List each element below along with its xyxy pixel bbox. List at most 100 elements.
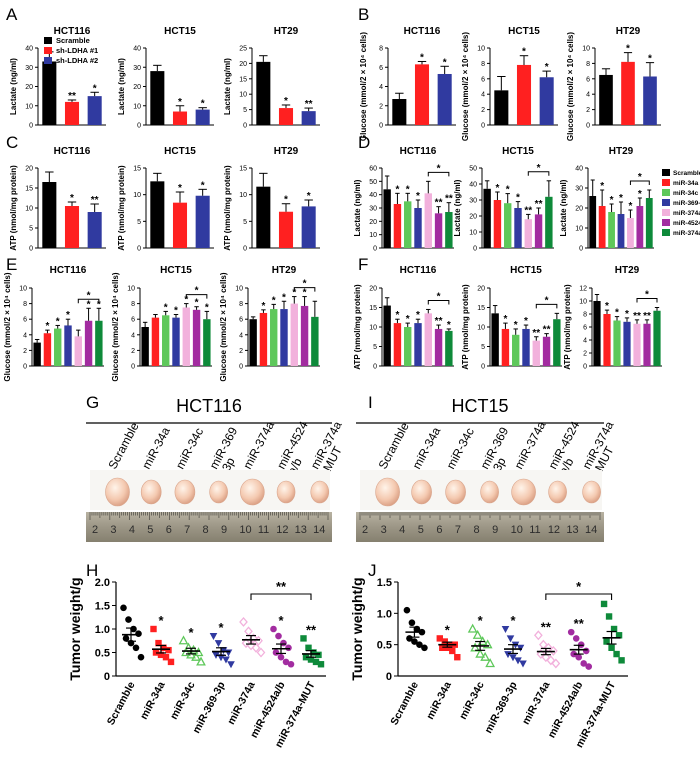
data-point <box>441 638 448 645</box>
significance-star: * <box>443 57 447 68</box>
bar <box>42 182 57 248</box>
bar <box>514 208 522 248</box>
group-label-line: Scramble <box>376 420 412 472</box>
group-label: miR-34c <box>444 425 477 471</box>
ruler-number: 4 <box>399 524 405 536</box>
data-point <box>572 635 580 642</box>
data-point <box>217 654 225 662</box>
tumor <box>548 480 567 504</box>
ruler-number: 9 <box>492 524 498 536</box>
data-point <box>193 647 204 657</box>
category-label: miR-369-3p <box>482 680 519 736</box>
significance-star: * <box>205 302 209 313</box>
data-point <box>305 644 312 651</box>
ruler-number: 13 <box>566 524 578 536</box>
significance-star: * <box>45 321 49 332</box>
significance-star: * <box>201 180 205 191</box>
bar <box>424 193 432 248</box>
y-axis-title: Lactate (ng/ml) <box>353 179 362 236</box>
y-tick-label: 2 <box>379 103 383 110</box>
y-tick-label: 0 <box>373 364 377 371</box>
significance-star: ** <box>574 616 585 631</box>
data-point <box>310 649 317 656</box>
data-point <box>300 635 307 642</box>
legend-label: miR-34a <box>673 180 699 187</box>
group-label-line: Scramble <box>105 420 141 472</box>
data-point <box>436 635 443 642</box>
bracket-star: * <box>303 279 307 290</box>
data-point <box>317 661 325 668</box>
y-tick-label: 8 <box>481 61 485 68</box>
group-label: miR-374a-MUT <box>580 419 628 477</box>
bar <box>259 312 268 366</box>
significance-star: * <box>178 183 182 194</box>
significance-star: * <box>70 193 74 204</box>
data-point <box>155 639 162 647</box>
y-tick-label: 0 <box>137 123 141 130</box>
data-point <box>219 647 228 655</box>
bar <box>424 313 432 366</box>
chart-title: HT29 <box>616 26 641 37</box>
data-point <box>227 661 235 669</box>
y-tick-label: 30 <box>369 206 377 213</box>
significance-star: ** <box>435 198 443 209</box>
data-point <box>533 630 543 641</box>
data-point <box>285 644 292 652</box>
data-point <box>241 638 251 649</box>
bar <box>643 76 657 125</box>
ruler-number: 10 <box>239 524 251 536</box>
bar <box>593 301 601 366</box>
bar <box>534 214 543 248</box>
significance-star: * <box>522 47 526 58</box>
significance-star: * <box>478 613 484 628</box>
y-tick-label: 8 <box>131 301 135 308</box>
significance-star: * <box>87 299 91 310</box>
tumor <box>375 477 400 507</box>
bar <box>434 213 443 248</box>
significance-star: ** <box>643 311 651 322</box>
ruler-number: 8 <box>203 524 209 536</box>
y-tick-label: 40 <box>25 46 33 53</box>
y-tick-label: 0 <box>386 671 392 683</box>
significance-star: * <box>93 83 97 94</box>
y-tick-label: 5 <box>137 219 141 226</box>
significance-star: * <box>195 298 199 309</box>
y-tick-label: 0 <box>137 246 141 253</box>
tumor <box>582 480 601 504</box>
tumor <box>174 479 196 505</box>
bracket <box>629 180 650 185</box>
bar <box>542 336 551 366</box>
data-point <box>504 651 512 659</box>
bracket-star: * <box>437 163 441 174</box>
bar <box>383 189 391 248</box>
bar <box>598 206 606 248</box>
significance-star: * <box>545 62 549 73</box>
data-point <box>181 647 191 657</box>
bracket-star: * <box>537 163 541 174</box>
data-point <box>416 641 423 648</box>
y-tick-label: 10 <box>369 232 377 239</box>
chart-title: HCT116 <box>54 26 91 37</box>
significance-star: * <box>158 613 164 628</box>
y-tick-label: 10 <box>235 286 243 293</box>
tumor <box>445 479 466 505</box>
significance-star: * <box>610 195 614 206</box>
panel-letter-g: G <box>86 393 99 412</box>
significance-star: ** <box>532 328 540 339</box>
chart-title: HCT15 <box>164 26 196 37</box>
legend-swatch <box>662 219 670 226</box>
bracket <box>293 287 316 292</box>
y-tick-label: 6 <box>23 317 27 324</box>
y-tick-label: 5 <box>243 219 247 226</box>
group-label: miR-374a <box>240 419 277 472</box>
y-tick-label: 10 <box>133 192 141 199</box>
data-point <box>277 653 285 661</box>
y-tick-label: 30 <box>25 65 33 72</box>
bar <box>256 61 271 125</box>
significance-star: * <box>648 54 652 65</box>
